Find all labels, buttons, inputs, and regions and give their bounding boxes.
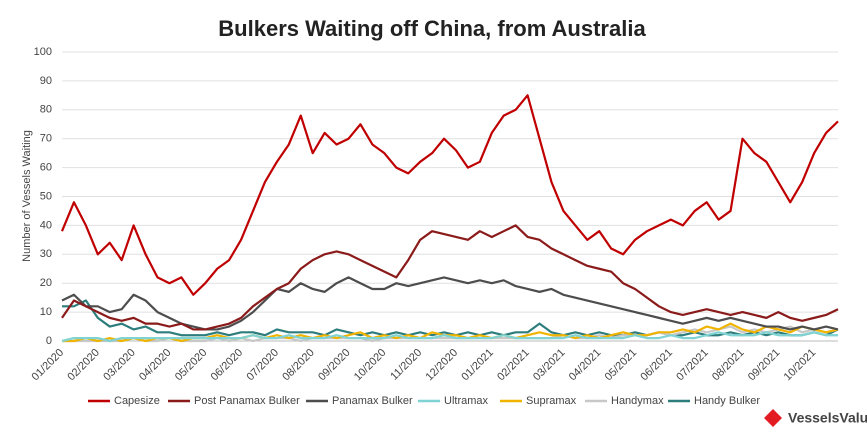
x-tick-label: 08/2020 [280, 347, 317, 384]
x-tick-label: 09/2021 [746, 347, 783, 384]
x-tick-label: 02/2021 [495, 347, 532, 384]
y-tick-label: 10 [40, 306, 52, 318]
x-tick-label: 06/2021 [638, 347, 675, 384]
brand: VesselsValue [788, 410, 867, 426]
legend-label: Supramax [526, 395, 577, 407]
series-line [62, 325, 839, 343]
x-tick-label: 07/2020 [244, 347, 281, 384]
x-tick-label: 12/2020 [424, 347, 461, 384]
y-tick-label: 80 [40, 104, 52, 116]
x-tick-label: 02/2020 [65, 347, 102, 384]
legend-label: Capesize [114, 395, 160, 407]
y-tick-label: 100 [34, 46, 52, 58]
y-axis-label: Number of Vessels Waiting [21, 130, 33, 262]
chart-title: Bulkers Waiting off China, from Australi… [218, 16, 646, 41]
series-line [61, 276, 839, 331]
legend-label: Handy Bulker [694, 395, 760, 407]
x-tick-label: 05/2021 [603, 347, 640, 384]
x-tick-label: 04/2020 [137, 347, 174, 384]
x-tick-label: 01/2020 [30, 347, 67, 384]
x-tick-label: 05/2020 [173, 347, 210, 384]
y-tick-label: 60 [40, 162, 52, 174]
series-line [60, 94, 839, 296]
x-tick-label: 06/2020 [209, 347, 246, 384]
legend-label: Panamax Bulker [332, 395, 413, 407]
legend-label: Handymax [611, 395, 664, 407]
x-tick-label: 08/2021 [710, 347, 747, 384]
x-tick-label: 09/2020 [316, 347, 353, 384]
series-line [61, 331, 838, 343]
series-line [62, 299, 839, 337]
x-tick-label: 01/2021 [459, 347, 496, 384]
brand-logo [764, 409, 782, 427]
y-tick-label: 40 [40, 219, 52, 231]
legend-label: Ultramax [444, 395, 489, 407]
x-tick-label: 10/2020 [352, 347, 389, 384]
x-tick-label: 03/2021 [531, 347, 568, 384]
series-line [61, 224, 839, 331]
legend-label: Post Panamax Bulker [194, 395, 300, 407]
x-tick-label: 03/2020 [101, 347, 138, 384]
y-tick-label: 90 [40, 75, 52, 87]
y-tick-label: 30 [40, 248, 52, 260]
y-tick-label: 20 [40, 277, 52, 289]
x-tick-label: 04/2021 [567, 347, 604, 384]
x-tick-label: 10/2021 [782, 347, 819, 384]
x-tick-label: 07/2021 [674, 347, 711, 384]
y-tick-label: 70 [40, 133, 52, 145]
y-tick-label: 0 [46, 335, 52, 347]
y-tick-label: 50 [40, 190, 52, 202]
x-tick-label: 11/2020 [388, 347, 424, 383]
